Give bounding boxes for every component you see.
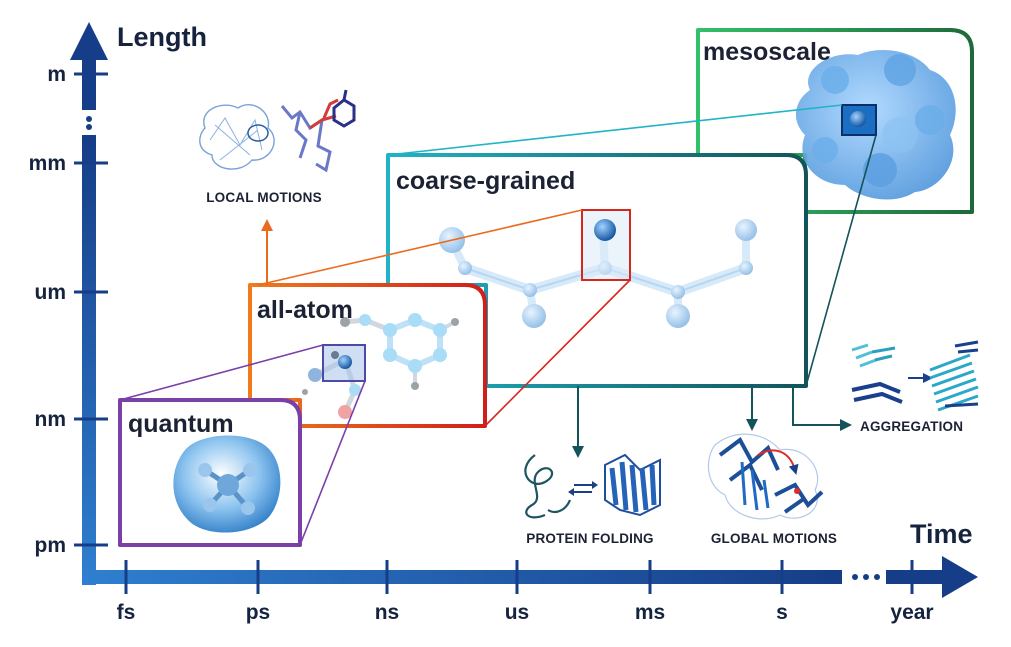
local-motions-illustration [199, 89, 356, 173]
y-axis-arrowhead [70, 22, 108, 60]
local-motions-label: LOCAL MOTIONS [206, 190, 322, 205]
all-atom-zoom-region [322, 344, 366, 382]
x-tick-label-s: s [776, 601, 788, 624]
y-tick-label-pm: pm [35, 534, 67, 557]
y-tick-label-m: m [47, 63, 66, 86]
x-tick-label-ps: ps [246, 601, 271, 624]
x-tick-label-ms: ms [635, 601, 665, 624]
coarse-grained-box [386, 153, 808, 388]
x-tick-label-year: year [890, 601, 933, 624]
x-tick-label-fs: fs [117, 601, 136, 624]
protein-folding-label: PROTEIN FOLDING [526, 531, 654, 546]
x-axis [82, 556, 978, 598]
y-tick-label-nm: nm [35, 408, 67, 431]
all-atom-box [248, 283, 487, 428]
zoom-connectors [119, 104, 877, 546]
x-axis-title: Time [910, 519, 973, 549]
y-axis-title: Length [117, 22, 207, 52]
x-ticks [124, 560, 914, 594]
fibril-aggregation-icon [851, 340, 979, 412]
coarse-grained-title: coarse-grained [396, 167, 575, 195]
y-axis [70, 22, 108, 585]
global-motions-label: GLOBAL MOTIONS [711, 531, 837, 546]
protein-sidechain-icon [199, 89, 356, 173]
aggregation-label: AGGREGATION [860, 419, 963, 434]
y-ticks [74, 72, 108, 547]
y-tick-label-mm: mm [29, 152, 66, 175]
x-tick-label-ns: ns [375, 601, 400, 624]
x-axis-arrowhead [942, 556, 978, 598]
all-atom-title: all-atom [257, 296, 353, 324]
y-tick-label-um: um [35, 281, 67, 304]
coarse-grained-zoom-region [581, 209, 631, 281]
mesoscale-box [696, 28, 974, 214]
ball-and-stick-molecule-icon [302, 313, 459, 419]
quantum-title: quantum [128, 410, 234, 438]
mesoscale-title: mesoscale [703, 38, 831, 66]
protein-conformational-change-icon [707, 433, 824, 520]
folding-equilibrium-icon [524, 453, 661, 519]
x-tick-label-us: us [505, 601, 530, 624]
electron-density-molecule-icon [173, 435, 281, 533]
quantum-box [118, 398, 302, 547]
aggregation-arrow [792, 386, 852, 431]
